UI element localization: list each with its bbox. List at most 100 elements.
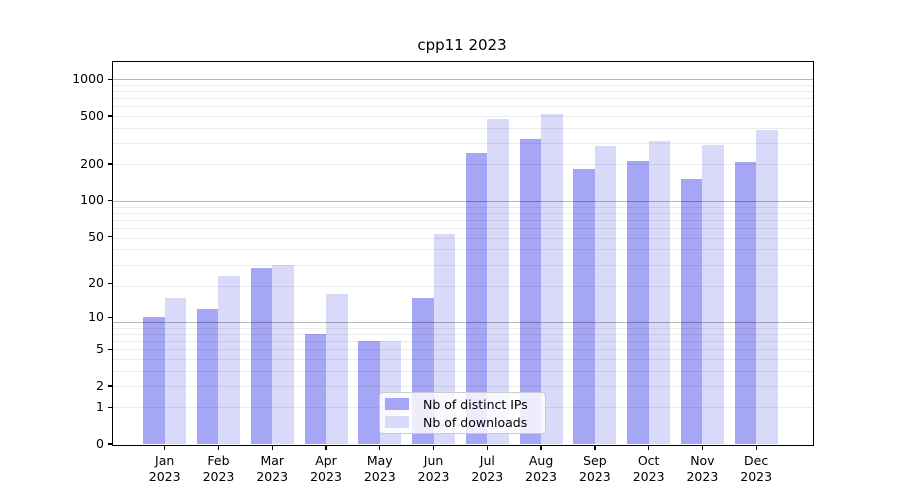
x-tick-label: Jan 2023	[148, 453, 181, 484]
y-tick-mark	[108, 78, 112, 81]
gridline-minor	[113, 106, 813, 108]
bar-downloads	[272, 264, 294, 444]
bar-distinct-ips	[734, 162, 757, 444]
bar-distinct-ips	[250, 268, 273, 444]
y-tick-mark	[108, 163, 112, 165]
x-tick-label: Mar 2023	[256, 453, 289, 484]
y-tick-label: 1000	[72, 71, 104, 87]
bar-distinct-ips	[680, 179, 703, 444]
legend-label-downloads: Nb of downloads	[423, 414, 528, 430]
gridline-minor	[113, 249, 813, 251]
legend-row-downloads: Nb of downloads	[385, 415, 537, 430]
x-tick-mark	[271, 445, 273, 450]
x-tick-mark	[647, 445, 650, 450]
bar-distinct-ips	[143, 317, 165, 444]
gridline-minor	[113, 98, 813, 100]
gridline-minor	[113, 116, 813, 118]
bar-distinct-ips	[358, 341, 380, 444]
x-tick-mark	[379, 445, 381, 450]
bar-distinct-ips	[519, 139, 542, 444]
y-tick-mark	[108, 406, 112, 409]
chart-title: cpp11 2023	[417, 36, 507, 54]
bar-downloads	[648, 141, 671, 444]
y-tick-label: 50	[88, 228, 104, 244]
gridline-minor	[113, 237, 813, 239]
y-tick-mark	[108, 385, 112, 387]
gridline-minor	[113, 386, 813, 388]
bar-distinct-ips	[627, 160, 649, 444]
gridline-minor	[113, 334, 813, 336]
x-tick-label: Dec 2023	[740, 453, 773, 484]
x-tick-label: Nov 2023	[686, 453, 719, 484]
y-tick-label: 10	[88, 309, 104, 325]
legend-row-distinct-ips: Nb of distinct IPs	[385, 397, 537, 412]
x-tick-label: May 2023	[363, 453, 396, 484]
bar-distinct-ips	[304, 334, 326, 444]
y-tick-mark	[108, 235, 112, 238]
bar-downloads	[702, 145, 724, 444]
x-tick-mark	[164, 445, 166, 450]
y-tick-mark	[108, 199, 112, 202]
gridline-minor	[113, 285, 813, 287]
gridline-major	[113, 79, 813, 81]
x-tick-mark	[432, 445, 435, 450]
bar-distinct-ips	[196, 308, 219, 444]
x-tick-label: Sep 2023	[578, 453, 611, 484]
bar-downloads	[594, 145, 617, 444]
y-tick-label: 20	[88, 275, 104, 291]
gridline-major	[113, 322, 813, 324]
bar-downloads	[487, 118, 509, 444]
bar-downloads	[756, 130, 778, 444]
gridline-minor	[113, 85, 813, 87]
y-tick-mark	[108, 282, 112, 284]
bar-distinct-ips	[465, 153, 488, 444]
gridline-minor	[113, 127, 813, 129]
x-tick-mark	[217, 445, 220, 450]
gridline-minor	[113, 341, 813, 343]
gridline-minor	[113, 219, 813, 221]
x-tick-mark	[755, 445, 757, 450]
gridline-minor	[113, 227, 813, 229]
gridline-minor	[113, 143, 813, 144]
gridline-minor	[113, 206, 813, 208]
gridline-minor	[113, 359, 813, 361]
gridline-minor	[113, 91, 813, 93]
gridline-major	[113, 200, 813, 202]
y-tick-label: 5	[96, 341, 104, 357]
y-tick-mark	[108, 443, 112, 445]
x-tick-mark	[325, 445, 327, 450]
x-tick-mark	[701, 445, 704, 450]
y-tick-label: 2	[96, 378, 104, 394]
bar-downloads	[541, 113, 563, 444]
x-tick-label: Apr 2023	[310, 453, 342, 484]
x-tick-label: Jul 2023	[471, 453, 504, 484]
y-tick-mark	[108, 348, 112, 351]
x-tick-label: Oct 2023	[632, 453, 665, 484]
x-tick-mark	[540, 445, 542, 450]
x-tick-mark	[486, 445, 488, 450]
legend: Nb of distinct IPs Nb of downloads	[379, 392, 546, 434]
gridline-minor	[113, 328, 813, 330]
gridline-minor	[113, 164, 813, 166]
y-tick-label: 500	[80, 107, 104, 123]
gridline-minor	[113, 370, 813, 372]
gridline-minor	[113, 349, 813, 351]
bar-downloads	[218, 276, 240, 444]
x-tick-label: Jun 2023	[417, 453, 450, 484]
bar-downloads	[433, 234, 456, 444]
y-tick-mark	[108, 115, 112, 117]
y-tick-label: 100	[80, 192, 104, 208]
x-tick-mark	[594, 445, 596, 450]
x-tick-label: Aug 2023	[525, 453, 557, 484]
y-tick-mark	[108, 316, 112, 319]
bar-downloads	[326, 294, 348, 444]
y-tick-label: 200	[80, 156, 104, 172]
gridline-minor	[113, 212, 813, 214]
legend-swatch-distinct-ips	[385, 397, 409, 411]
legend-label-distinct-ips: Nb of distinct IPs	[423, 396, 528, 412]
bar-distinct-ips	[573, 169, 595, 444]
y-tick-label: 1	[96, 399, 104, 415]
gridline-minor	[113, 264, 813, 266]
bar-downloads	[164, 297, 187, 444]
